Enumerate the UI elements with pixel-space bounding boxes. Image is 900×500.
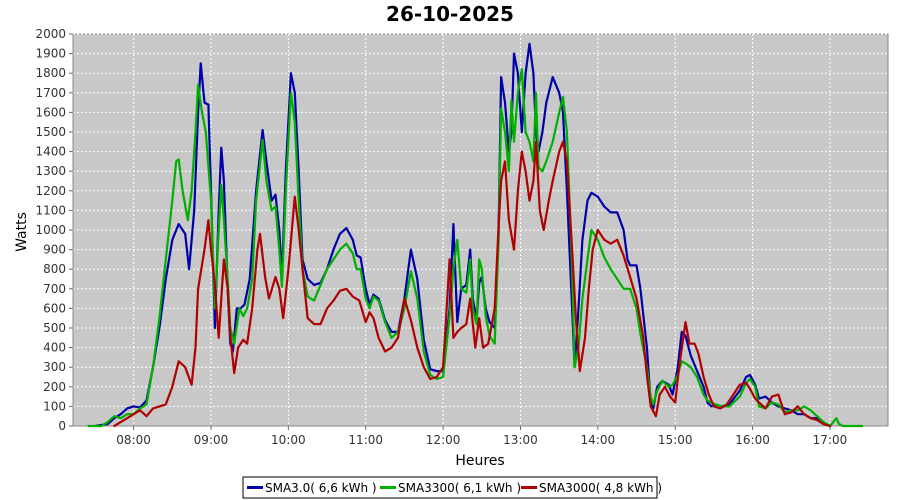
x-tick-label: 13:00 [503, 433, 538, 447]
y-tick-label: 1600 [35, 105, 66, 119]
y-tick-label: 900 [43, 243, 66, 257]
x-tick-label: 12:00 [426, 433, 461, 447]
y-tick-label: 1000 [35, 223, 66, 237]
legend-item-label: SMA3300( 6,1 kWh ) [398, 481, 521, 495]
y-tick-label: 1200 [35, 184, 66, 198]
x-tick-label: 10:00 [271, 433, 306, 447]
legend-item-label: SMA3.0( 6,6 kWh ) [265, 481, 377, 495]
legend: SMA3.0( 6,6 kWh ) SMA3300( 6,1 kWh ) SMA30… [242, 476, 662, 499]
x-tick-label: 09:00 [194, 433, 229, 447]
y-tick-label: 400 [43, 341, 66, 355]
x-axis-label: Heures [455, 453, 504, 469]
y-tick-label: 700 [43, 282, 66, 296]
y-tick-label: 200 [43, 380, 66, 394]
x-tick-label: 16:00 [735, 433, 770, 447]
y-tick-label: 100 [43, 399, 66, 413]
y-tick-label: 1400 [35, 145, 66, 159]
y-tick-label: 1100 [35, 203, 66, 217]
x-tick-label: 17:00 [813, 433, 848, 447]
y-tick-label: 300 [43, 360, 66, 374]
y-tick-label: 0 [58, 419, 66, 433]
x-tick-label: 08:00 [116, 433, 151, 447]
y-axis: 0 100 200 300 400 500 600 700 800 900 1000 1100 1200… [35, 27, 74, 433]
x-tick-label: 14:00 [581, 433, 616, 447]
x-tick-label: 15:00 [658, 433, 693, 447]
y-tick-label: 800 [43, 262, 66, 276]
y-tick-label: 500 [43, 321, 66, 335]
y-tick-label: 1500 [35, 125, 66, 139]
series-line-3 [113, 140, 832, 428]
chart-title: 26-10-2025 [386, 2, 514, 26]
legend-box [242, 476, 658, 499]
series-layer [87, 42, 864, 428]
y-tick-label: 2000 [35, 27, 66, 41]
legend-item-label: SMA3000( 4,8 kWh ) [539, 481, 662, 495]
y-tick-label: 1300 [35, 164, 66, 178]
y-tick-label: 600 [43, 301, 66, 315]
y-tick-label: 1900 [35, 47, 66, 61]
x-axis: 08:00 09:00 10:00 11:00 12:00 13:00 14:00 15:00… [73, 425, 888, 447]
y-axis-label: Watts [14, 212, 30, 252]
series-line-2 [87, 68, 864, 428]
y-tick-label: 1700 [35, 86, 66, 100]
y-tick-label: 1800 [35, 66, 66, 80]
x-tick-label: 11:00 [348, 433, 383, 447]
